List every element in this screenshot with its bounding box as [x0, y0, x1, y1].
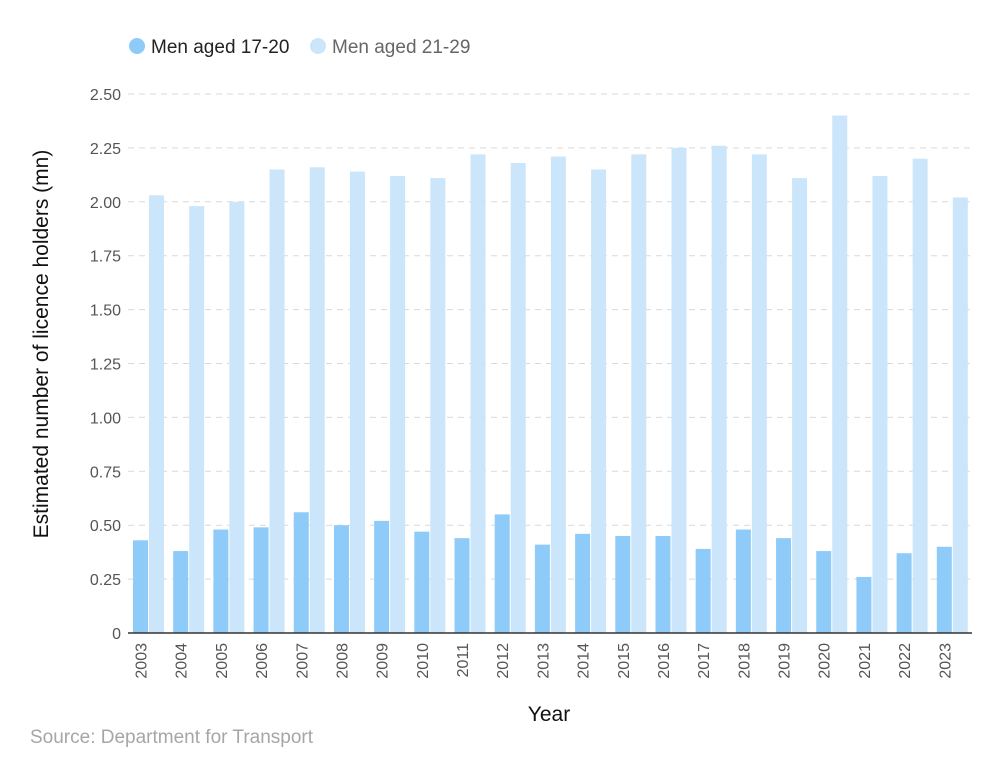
x-tick-label: 2010 — [415, 643, 432, 679]
bar-series-1-2022[interactable] — [896, 553, 912, 633]
bar-series-1-2006[interactable] — [253, 527, 269, 633]
x-tick-label: 2011 — [455, 643, 472, 678]
bar-series-2-2010[interactable] — [430, 178, 446, 634]
bar-series-1-2004[interactable] — [173, 551, 189, 633]
x-tick-label: 2015 — [616, 643, 633, 679]
bar-series-1-2012[interactable] — [494, 514, 510, 633]
y-tick-label: 2.25 — [90, 141, 121, 158]
bar-series-2-2020[interactable] — [832, 115, 848, 633]
bar-series-1-2008[interactable] — [333, 525, 349, 633]
x-tick-label: 2019 — [777, 643, 794, 679]
bar-series-2-2007[interactable] — [309, 167, 325, 633]
x-axis-ticks: 2003 2004 2005 2006 2007 2008 2009 2010 2011 2012… — [134, 643, 955, 679]
bar-series-1-2023[interactable] — [936, 546, 952, 633]
bar-series-2-2009[interactable] — [390, 175, 406, 634]
x-tick-label: 2014 — [576, 643, 593, 679]
bar-series-2-2006[interactable] — [269, 169, 285, 633]
y-tick-label: 2.00 — [90, 195, 121, 212]
bar-series-1-2020[interactable] — [816, 551, 832, 633]
x-tick-label: 2017 — [696, 643, 713, 679]
bar-series-2-2011[interactable] — [470, 154, 486, 634]
x-tick-label: 2018 — [736, 643, 753, 679]
bar-series-1-2013[interactable] — [534, 544, 550, 633]
x-tick-label: 2003 — [134, 643, 151, 679]
x-tick-label: 2016 — [656, 643, 673, 679]
x-tick-label: 2004 — [174, 643, 191, 679]
bar-series-2-2021[interactable] — [872, 175, 888, 634]
x-tick-label: 2005 — [214, 643, 231, 679]
y-tick-label: 2.50 — [90, 87, 121, 104]
x-tick-label: 2021 — [857, 643, 874, 679]
bar-series-2-2014[interactable] — [591, 169, 607, 633]
bar-series-2-2019[interactable] — [792, 178, 808, 634]
source-note: Source: Department for Transport — [30, 727, 314, 748]
y-tick-label: 1.25 — [90, 357, 121, 374]
y-axis-title: Estimated number of licence holders (mn) — [30, 150, 53, 539]
bar-series-1-2009[interactable] — [374, 520, 390, 633]
bar-series-2-2003[interactable] — [149, 195, 164, 633]
gridlines — [128, 93, 972, 580]
legend-marker-series-2 — [310, 38, 326, 54]
bar-series-1-2019[interactable] — [776, 538, 792, 633]
legend-item-series-1[interactable]: Men aged 17-20 — [129, 37, 289, 58]
bar-series-1-2017[interactable] — [695, 548, 711, 633]
bar-series-1-2007[interactable] — [293, 512, 309, 633]
x-tick-label: 2020 — [817, 643, 834, 679]
bar-series-1-2014[interactable] — [575, 533, 591, 633]
legend-label-series-2: Men aged 21-29 — [332, 37, 470, 58]
bar-series-2-2023[interactable] — [952, 197, 968, 633]
bar-series-2-2016[interactable] — [671, 147, 687, 633]
bar-series-1-2011[interactable] — [454, 538, 470, 633]
bar-series-1-2015[interactable] — [615, 535, 631, 633]
bar-series-2-2015[interactable] — [631, 154, 647, 634]
bar-series-1-2005[interactable] — [213, 529, 229, 633]
legend-item-series-2[interactable]: Men aged 21-29 — [310, 37, 470, 58]
x-tick-label: 2009 — [375, 643, 392, 679]
bar-series-2-2012[interactable] — [510, 162, 526, 633]
bars — [133, 115, 968, 634]
x-tick-label: 2013 — [535, 643, 552, 679]
y-tick-label: 0.50 — [90, 518, 121, 535]
y-tick-label: 1.50 — [90, 303, 121, 320]
x-axis-title: Year — [528, 703, 570, 726]
bar-series-2-2008[interactable] — [349, 171, 365, 633]
bar-series-1-2018[interactable] — [735, 529, 751, 633]
bar-series-2-2005[interactable] — [229, 201, 245, 634]
x-tick-label: 2022 — [897, 643, 914, 679]
x-tick-label: 2023 — [937, 643, 954, 679]
x-tick-label: 2006 — [254, 643, 271, 679]
y-tick-label: 0.25 — [90, 572, 121, 589]
legend: Men aged 17-20 Men aged 21-29 — [129, 37, 470, 58]
bar-series-2-2018[interactable] — [751, 154, 767, 634]
bar-series-1-2003[interactable] — [133, 540, 148, 633]
x-tick-label: 2012 — [495, 643, 512, 679]
y-tick-label: 1.75 — [90, 249, 121, 266]
bar-series-2-2022[interactable] — [912, 158, 928, 633]
x-tick-label: 2008 — [334, 643, 351, 679]
legend-marker-series-1 — [129, 38, 145, 54]
y-tick-label: 0.75 — [90, 464, 121, 481]
bar-series-2-2004[interactable] — [189, 206, 205, 633]
bar-series-1-2010[interactable] — [414, 531, 430, 633]
bar-series-1-2016[interactable] — [655, 535, 671, 633]
y-tick-label: 1.00 — [90, 410, 121, 427]
legend-label-series-1: Men aged 17-20 — [151, 37, 289, 58]
y-tick-label: 0 — [112, 626, 121, 643]
y-axis-ticks: 0 0.25 0.50 0.75 1.00 1.25 1.50 1.75 2.00 2.25 2.5… — [90, 87, 121, 643]
bar-series-1-2021[interactable] — [856, 576, 872, 633]
bar-series-2-2017[interactable] — [711, 145, 727, 633]
x-tick-label: 2007 — [294, 643, 311, 679]
bar-series-2-2013[interactable] — [550, 156, 566, 634]
